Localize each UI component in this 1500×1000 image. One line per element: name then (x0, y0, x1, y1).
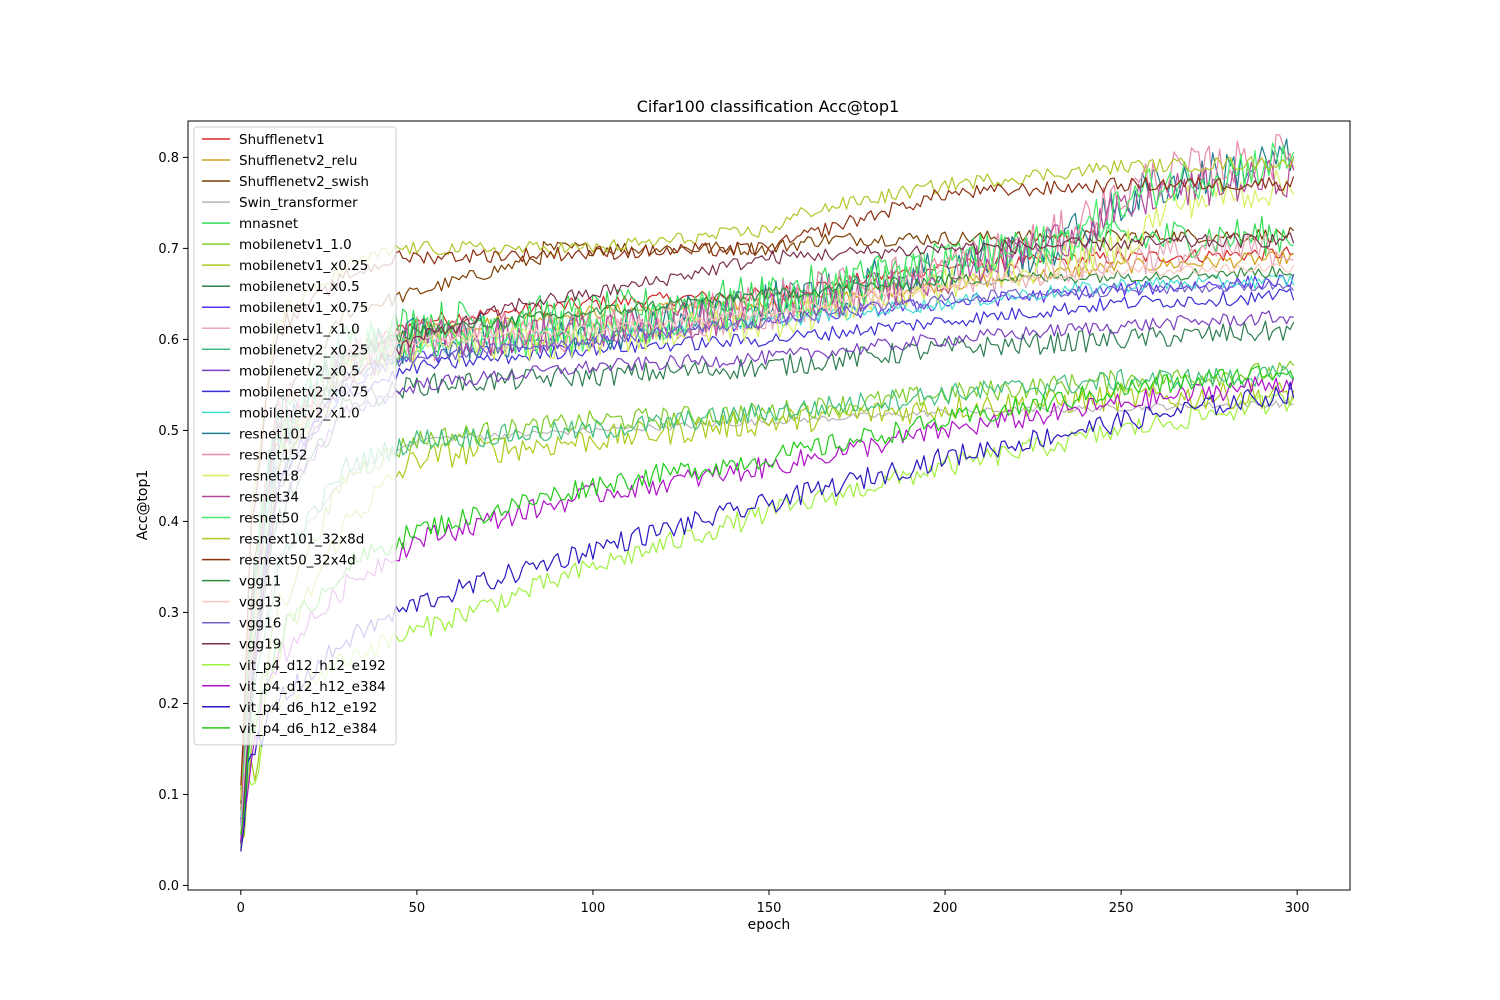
legend-label: mobilenetv1_x1.0 (239, 321, 360, 337)
legend-label: mobilenetv1_1.0 (239, 237, 352, 253)
series-line-vgg19 (240, 232, 1295, 849)
legend-label: mobilenetv1_x0.25 (239, 258, 368, 274)
x-tick-label: 0 (237, 901, 245, 916)
legend-label: vit_p4_d12_h12_e192 (239, 658, 386, 674)
series-line-resnext101_32x8d (240, 156, 1295, 801)
series-line-mobilenetv1_1.0 (240, 360, 1295, 852)
series-line-vit_p4_d12_h12_e192 (240, 392, 1295, 849)
series-line-mobilenetv2_x0.25 (240, 365, 1295, 842)
x-tick-label: 150 (757, 901, 782, 916)
legend-label: Shufflenetv2_relu (239, 153, 357, 169)
legend-label: vit_p4_d6_h12_e384 (239, 721, 377, 737)
y-axis: 0.0 0.1 0.2 0.3 0.4 0.5 0.6 0.7 0.8 (158, 151, 188, 894)
series-line-resnet152 (240, 134, 1295, 800)
series-lines (240, 134, 1295, 852)
y-tick-label: 0.8 (158, 151, 179, 166)
legend-label: vgg11 (239, 574, 281, 590)
legend-label: Shufflenetv2_swish (239, 174, 369, 190)
x-axis: 0 50 100 150 200 250 300 (237, 890, 1310, 916)
legend-label: resnext50_32x4d (239, 553, 356, 569)
legend-label: vit_p4_d6_h12_e192 (239, 700, 377, 716)
y-tick-label: 0.1 (158, 788, 179, 803)
legend-label: Shufflenetv1 (239, 132, 325, 148)
x-tick-label: 200 (933, 901, 958, 916)
legend-label: resnet152 (239, 447, 308, 463)
x-tick-label: 50 (409, 901, 426, 916)
series-line-vit_p4_d6_h12_e192 (240, 381, 1295, 852)
legend-label: mobilenetv2_x0.5 (239, 363, 360, 379)
series-line-mobilenetv1_x0.25 (240, 381, 1295, 844)
y-tick-label: 0.6 (158, 333, 179, 348)
legend-label: vit_p4_d12_h12_e384 (239, 679, 386, 695)
legend-label: mobilenetv2_x0.25 (239, 342, 368, 358)
y-axis-label: Acc@top1 (135, 470, 151, 541)
x-tick-label: 250 (1109, 901, 1134, 916)
series-line-mobilenetv2_x0.5 (240, 310, 1294, 843)
series-line-mobilenetv1_x0.5 (240, 320, 1295, 844)
y-tick-label: 0.3 (158, 606, 179, 621)
legend-label: mnasnet (239, 216, 298, 232)
legend-label: mobilenetv2_x1.0 (239, 405, 360, 421)
legend-label: resnet18 (239, 468, 299, 484)
legend-label: resnet34 (239, 490, 299, 506)
legend-label: resnext101_32x8d (239, 532, 364, 548)
legend: Shufflenetv1 Shufflenetv2_relu Shufflenetv… (193, 126, 397, 746)
legend-label: vgg19 (239, 637, 281, 653)
chart-title: Cifar100 classification Acc@top1 (637, 97, 900, 116)
y-tick-label: 0.0 (158, 879, 179, 894)
legend-label: vgg16 (239, 616, 281, 632)
x-tick-label: 100 (581, 901, 606, 916)
y-tick-label: 0.2 (158, 697, 179, 712)
series-line-vgg11 (240, 264, 1295, 834)
y-tick-label: 0.7 (158, 242, 179, 257)
x-tick-label: 300 (1285, 901, 1310, 916)
series-line-Shufflenetv2_swish (240, 227, 1295, 804)
x-axis-label: epoch (748, 917, 791, 933)
legend-label: resnet101 (239, 426, 308, 442)
y-tick-label: 0.5 (158, 424, 179, 439)
legend-label: mobilenetv2_x0.75 (239, 384, 368, 400)
series-line-vgg13 (240, 263, 1295, 836)
series-line-vit_p4_d12_h12_e384 (240, 376, 1295, 841)
series-line-resnext50_32x4d (240, 176, 1295, 786)
y-tick-label: 0.4 (158, 515, 179, 530)
legend-label: mobilenetv1_x0.5 (239, 279, 360, 295)
legend-label: resnet50 (239, 511, 299, 527)
legend-box (193, 126, 397, 746)
series-line-vit_p4_d6_h12_e384 (240, 365, 1295, 836)
series-line-mobilenetv2_x0.75 (240, 288, 1295, 820)
legend-label: vgg13 (239, 595, 281, 611)
legend-label: mobilenetv1_x0.75 (239, 300, 368, 316)
series-line-resnet50 (240, 142, 1295, 787)
legend-label: Swin_transformer (239, 195, 358, 211)
series-line-vgg16 (240, 279, 1295, 843)
